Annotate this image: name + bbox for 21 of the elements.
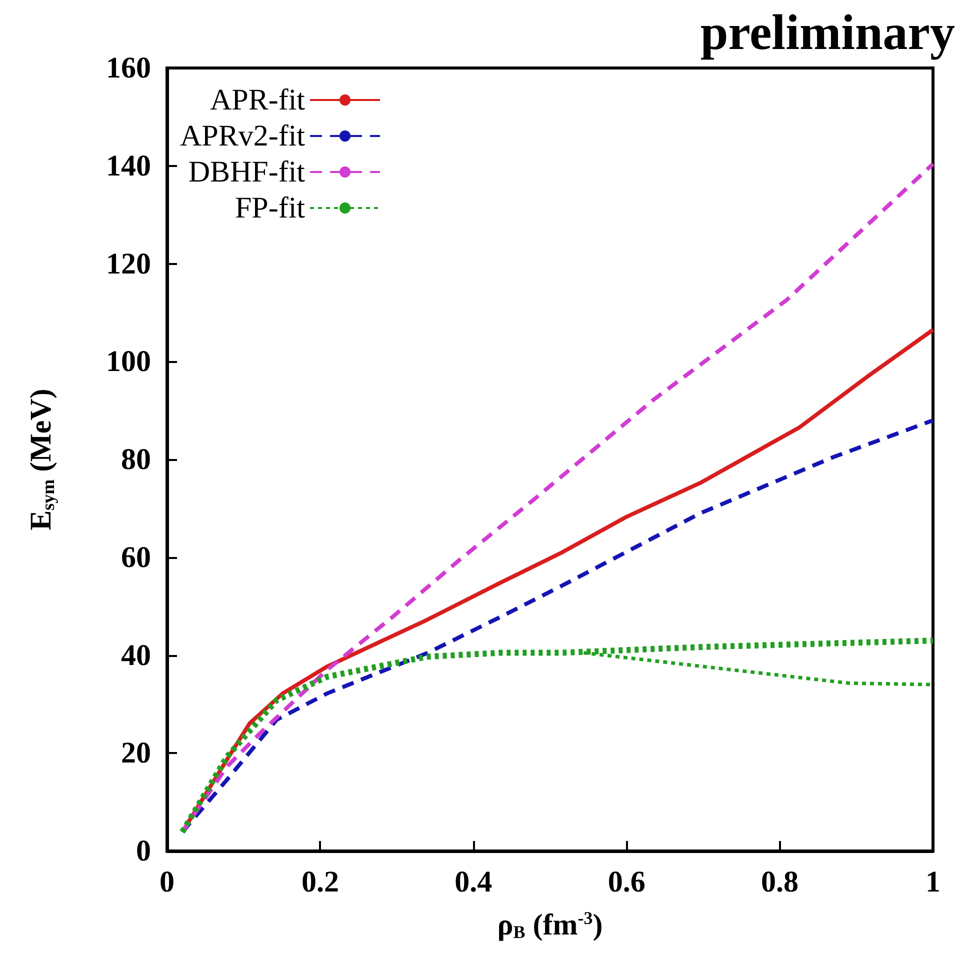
y-tick-label: 160 [106, 52, 151, 84]
y-tick-label: 100 [106, 345, 151, 378]
x-tick-label: 0.6 [608, 866, 646, 898]
y-tick-label: 0 [136, 834, 151, 868]
legend-label: APRv2-fit [180, 120, 306, 152]
x-tick-label: 1 [926, 866, 940, 898]
legend-label: FP-fit [234, 192, 306, 224]
chart-title: preliminary [700, 4, 956, 60]
y-tick-label: 140 [106, 149, 151, 182]
legend-label: DBHF-fit [188, 156, 306, 188]
legend-label: APR-fit [210, 84, 306, 116]
y-tick-label: 60 [121, 540, 151, 574]
x-tick-label: 0.2 [301, 866, 339, 898]
x-tick-label: 0.8 [761, 866, 799, 898]
y-tick-label: 120 [106, 247, 151, 280]
y-tick-label: 80 [121, 443, 151, 476]
y-axis-title: Esym (MeV) [24, 388, 58, 530]
y-tick-label: 20 [121, 736, 151, 770]
y-tick-label: 40 [121, 638, 151, 672]
x-tick-label: 0.4 [454, 866, 492, 898]
x-tick-label: 0 [160, 866, 174, 898]
